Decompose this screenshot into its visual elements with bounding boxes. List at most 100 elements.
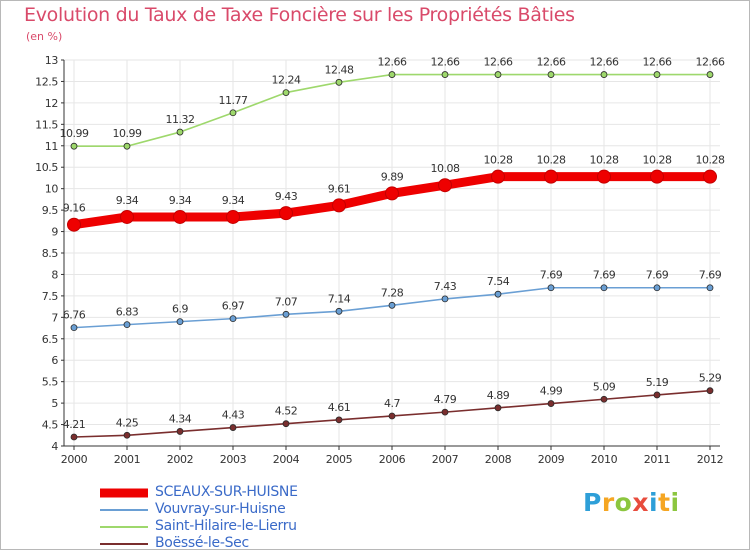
legend-swatch xyxy=(100,508,148,511)
chart-title: Evolution du Taux de Taxe Foncière sur l… xyxy=(24,4,575,26)
data-label: 10.28 xyxy=(696,154,725,167)
data-label: 4.52 xyxy=(275,405,298,418)
y-tick-label: 9.5 xyxy=(42,204,59,217)
data-point xyxy=(282,310,290,318)
data-point xyxy=(706,71,714,78)
y-tick-label: 8 xyxy=(51,268,58,281)
data-point xyxy=(597,169,611,184)
data-label: 4.25 xyxy=(116,416,139,429)
data-point xyxy=(70,324,78,332)
y-tick-label: 7.5 xyxy=(42,290,59,303)
data-point xyxy=(70,433,78,441)
data-label: 10.28 xyxy=(537,154,566,167)
data-label: 7.69 xyxy=(540,269,563,282)
data-point xyxy=(332,198,346,213)
data-label: 12.48 xyxy=(325,63,354,76)
data-point xyxy=(176,128,184,136)
legend-swatch xyxy=(100,525,148,528)
data-point xyxy=(279,206,293,221)
x-tick-label: 2003 xyxy=(220,453,247,466)
data-point xyxy=(123,321,131,329)
data-label: 9.89 xyxy=(381,170,404,183)
data-label: 7.28 xyxy=(381,286,404,299)
data-label: 12.66 xyxy=(537,56,566,69)
data-point xyxy=(120,209,134,224)
data-point xyxy=(282,420,290,428)
data-point xyxy=(650,169,664,184)
data-label: 10.28 xyxy=(590,154,619,167)
data-label: 12.66 xyxy=(643,56,672,69)
y-tick-label: 9 xyxy=(51,226,58,239)
data-point xyxy=(544,169,558,184)
data-label: 10.28 xyxy=(643,154,672,167)
data-point xyxy=(123,431,131,439)
data-label: 12.66 xyxy=(431,56,460,69)
data-label: 4.79 xyxy=(434,393,457,406)
data-label: 9.34 xyxy=(222,194,245,207)
y-tick-label: 8.5 xyxy=(42,247,59,260)
data-label: 4.34 xyxy=(169,412,192,425)
data-label: 11.77 xyxy=(219,94,248,107)
data-point xyxy=(653,391,661,399)
logo-letter: x xyxy=(632,488,649,517)
y-tick-label: 6.5 xyxy=(42,333,59,346)
data-point xyxy=(67,217,81,232)
data-label: 4.99 xyxy=(540,385,563,398)
data-label: 12.66 xyxy=(484,56,513,69)
data-point xyxy=(494,71,502,78)
y-tick-label: 11.5 xyxy=(35,118,58,131)
x-tick-label: 2005 xyxy=(326,453,353,466)
data-point xyxy=(547,284,555,292)
data-point xyxy=(653,71,661,78)
legend-label: Boëssé-le-Sec xyxy=(155,535,249,551)
y-tick-label: 4 xyxy=(51,440,58,453)
y-tick-label: 10 xyxy=(45,183,59,196)
logo-letter: r xyxy=(601,488,615,517)
data-point xyxy=(388,412,396,420)
data-label: 6.76 xyxy=(63,309,86,322)
data-point xyxy=(494,290,502,298)
data-point xyxy=(494,404,502,412)
data-point xyxy=(441,408,449,416)
x-tick-label: 2001 xyxy=(114,453,140,466)
x-tick-label: 2000 xyxy=(61,453,88,466)
data-point xyxy=(706,284,714,292)
data-label: 9.61 xyxy=(328,182,351,195)
x-tick-label: 2007 xyxy=(432,453,459,466)
data-point xyxy=(547,400,555,407)
x-tick-label: 2009 xyxy=(538,453,565,466)
data-label: 10.99 xyxy=(60,127,89,140)
data-point xyxy=(335,78,343,86)
data-label: 9.16 xyxy=(63,202,86,215)
data-point xyxy=(706,387,714,395)
data-point xyxy=(703,169,717,184)
logo-letter: o xyxy=(614,488,633,517)
y-tick-label: 11 xyxy=(45,140,58,153)
data-label: 12.66 xyxy=(696,56,725,69)
data-point xyxy=(491,169,505,184)
legend-swatch xyxy=(100,488,148,497)
data-point xyxy=(282,89,290,96)
x-tick-label: 2002 xyxy=(167,453,193,466)
data-label: 7.43 xyxy=(434,280,457,293)
data-label: 4.43 xyxy=(222,409,245,422)
data-label: 7.14 xyxy=(328,292,351,305)
data-point xyxy=(441,71,449,78)
data-point xyxy=(176,318,184,326)
legend-label: SCEAUX-SUR-HUISNE xyxy=(155,484,298,500)
proxiti-logo: Proxiti xyxy=(583,488,680,517)
data-label: 4.61 xyxy=(328,401,351,414)
data-point xyxy=(176,428,184,435)
x-tick-label: 2012 xyxy=(697,453,723,466)
data-point xyxy=(438,178,452,193)
data-label: 7.07 xyxy=(275,295,298,308)
x-tick-label: 2004 xyxy=(273,453,300,466)
logo-letter: i xyxy=(649,488,659,517)
data-label: 7.69 xyxy=(593,269,616,282)
logo-letter: P xyxy=(583,488,602,517)
x-tick-label: 2011 xyxy=(644,453,670,466)
data-label: 10.99 xyxy=(113,127,142,140)
data-label: 5.09 xyxy=(593,380,616,393)
data-label: 7.54 xyxy=(487,275,510,288)
data-label: 4.7 xyxy=(384,397,400,410)
